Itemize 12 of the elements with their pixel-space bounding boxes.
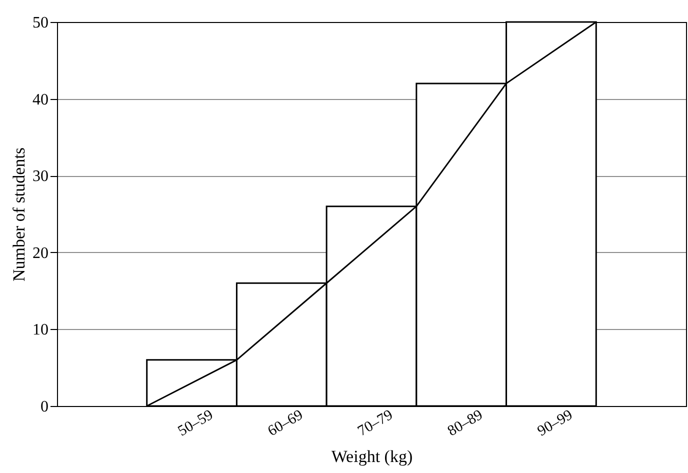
y-tick-label: 50	[32, 14, 48, 32]
y-tick-label: 30	[32, 168, 48, 186]
y-axis-title: Number of students	[10, 147, 28, 282]
x-tick-label: 50–59	[176, 407, 216, 440]
x-tick-label: 70–79	[355, 407, 396, 440]
y-tick-label: 0	[40, 398, 48, 416]
y-tick-label: 20	[32, 244, 48, 262]
x-tick-label: 80–89	[445, 407, 486, 440]
y-tick-label: 40	[32, 91, 48, 108]
x-axis-title: Weight (kg)	[331, 446, 413, 466]
x-tick-label: 60–69	[265, 407, 306, 440]
y-tick-label: 10	[32, 322, 48, 339]
